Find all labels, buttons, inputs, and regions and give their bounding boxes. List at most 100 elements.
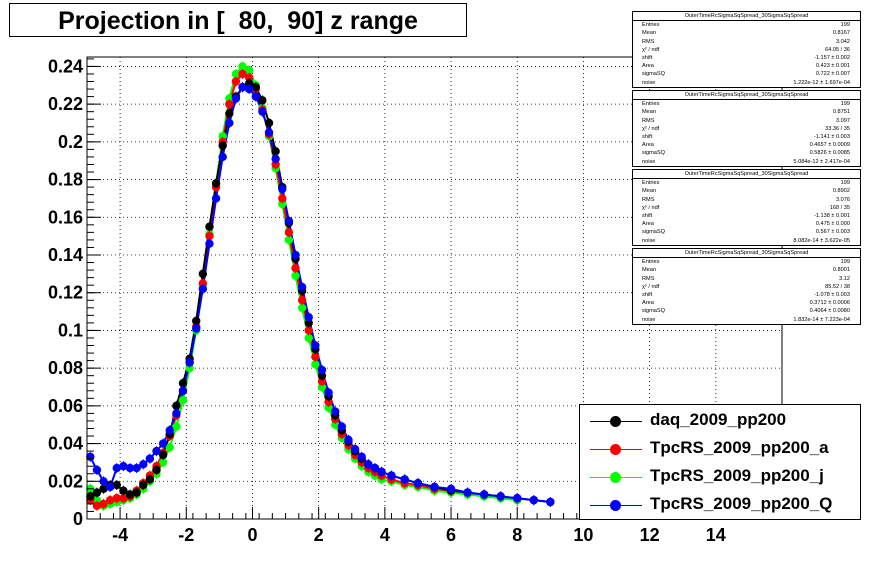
y-tick-label: 0.06: [48, 396, 83, 416]
y-tick-label: 0.22: [48, 94, 83, 114]
data-point-Q: [158, 439, 168, 448]
stats-value: 1.222e-12 ± 1.697e-04: [793, 79, 850, 86]
stats-box: OuterTimeRcSigmaSqSpread_30SigmaSqSpread…: [632, 11, 861, 88]
stats-row: Entries 199: [633, 21, 860, 29]
data-point-a: [284, 228, 294, 237]
data-point-daq: [225, 109, 234, 118]
stats-row: Area 0.475 ± 0.000: [633, 220, 860, 228]
stats-row: sigmaSQ 0.567 ± 0.003: [633, 228, 860, 236]
data-point-Q: [112, 463, 121, 473]
stats-key: Mean: [642, 188, 656, 195]
legend-label: TpcRS_2009_pp200_a: [650, 438, 829, 457]
stats-value: -1.138 ± 0.001: [813, 213, 850, 220]
data-point-daq: [119, 486, 128, 495]
data-point-a: [278, 194, 287, 203]
data-point-Q: [377, 467, 386, 477]
data-point-j: [291, 271, 300, 280]
data-point-Q: [271, 154, 280, 164]
stats-row: shift -1.138 ± 0.001: [633, 212, 860, 220]
stats-row: Mean 0.8902: [633, 187, 860, 195]
data-point-daq: [251, 82, 260, 92]
x-tick-label: 6: [446, 525, 456, 545]
stats-key: Entries: [642, 101, 660, 108]
y-tick-labels: 0 0.02 0.04 0.06 0.08 0.1 0.12 0.14 0.16 0.18 0.2 0…: [48, 56, 83, 529]
data-point-Q: [119, 462, 128, 471]
stats-key: shift: [642, 134, 653, 141]
data-point-Q: [496, 492, 505, 501]
legend-entry-j: TpcRS_2009_pp200_j: [580, 463, 860, 491]
data-point-j: [172, 422, 181, 431]
y-tick-label: 0: [73, 509, 83, 529]
y-tick-label: 0.18: [48, 170, 83, 190]
y-tick-label: 0.2: [58, 132, 83, 152]
data-point-Q: [139, 460, 148, 469]
plot-title: Projection in [ 80, 90] z range: [9, 3, 467, 37]
stats-row: shift -1.157 ± 0.002: [633, 54, 860, 62]
data-point-Q: [291, 250, 300, 260]
data-point-Q: [238, 82, 247, 92]
stats-row: RMS 3.076: [633, 196, 860, 204]
data-point-Q: [178, 386, 188, 395]
stats-key: sigmaSQ: [642, 71, 666, 78]
stats-value: 3.12: [839, 275, 850, 282]
data-point-j: [284, 235, 294, 245]
stats-row: Mean 0.8167: [633, 29, 860, 37]
data-point-a: [297, 296, 307, 305]
x-tick-label: 12: [640, 525, 660, 545]
stats-value: 85.52 / 38: [825, 283, 850, 290]
data-point-Q: [324, 388, 333, 397]
stats-key: χ² / ndf: [642, 283, 660, 290]
stats-row: Entries 199: [633, 100, 860, 108]
stats-key: RMS: [642, 275, 655, 282]
data-point-Q: [99, 477, 108, 486]
stats-value: 199: [840, 22, 850, 29]
data-point-j: [231, 69, 241, 79]
data-point-Q: [132, 463, 141, 473]
data-point-j: [158, 458, 168, 467]
data-point-Q: [172, 409, 181, 418]
data-point-Q: [218, 152, 227, 162]
stats-row: Mean 0.8751: [633, 108, 860, 116]
y-tick-label: 0.14: [48, 245, 83, 265]
data-point-Q: [145, 454, 155, 463]
legend-entry-Q: TpcRS_2009_pp200_Q: [580, 491, 860, 519]
stats-key: Area: [642, 142, 654, 149]
stats-row: Area 0.3712 ± 0.0006: [633, 299, 860, 307]
stats-key: shift: [642, 55, 653, 62]
legend-marker: [610, 472, 621, 483]
stats-value: 0.567 ± 0.003: [815, 229, 850, 236]
data-point-Q: [278, 184, 287, 194]
data-point-Q: [105, 482, 115, 492]
data-point-Q: [400, 475, 409, 484]
stats-key: RMS: [642, 196, 655, 203]
y-tick-label: 0.24: [48, 56, 83, 76]
stats-row: RMS 3.097: [633, 117, 860, 125]
stats-value: 0.5826 ± 0.0085: [809, 150, 850, 157]
y-tick-label: 0.02: [48, 471, 83, 491]
legend-entry-daq: daq_2009_pp200: [580, 407, 860, 435]
data-point-a: [311, 352, 320, 362]
data-point-Q: [529, 495, 538, 505]
stats-value: -1.078 ± 0.003: [813, 292, 850, 299]
data-point-j: [165, 443, 174, 452]
data-points: [86, 61, 555, 511]
data-point-Q: [304, 313, 313, 322]
stats-row: χ² / ndf 33.36 / 35: [633, 125, 860, 133]
stats-key: χ² / ndf: [642, 125, 660, 132]
data-point-j: [304, 333, 313, 343]
stats-value: -1.141 ± 0.003: [813, 134, 850, 141]
stats-row: noise 8.082e-14 ± 3.622e-05: [633, 237, 860, 245]
data-point-daq: [211, 179, 221, 188]
stats-key: RMS: [642, 38, 655, 45]
x-tick-labels: -4 -2 0 2 4 6 8 10 12 14: [112, 525, 726, 545]
stats-row: χ² / ndf 168 / 35: [633, 204, 860, 212]
data-point-Q: [198, 284, 208, 294]
stats-key: shift: [642, 213, 653, 220]
stats-key: Mean: [642, 267, 656, 274]
stats-value: 64.05 / 36: [825, 46, 850, 53]
stats-value: 33.36 / 35: [825, 125, 850, 132]
legend: daq_2009_pp200 TpcRS_2009_pp200_a TpcRS_20…: [579, 404, 861, 520]
legend-marker: [610, 444, 621, 455]
stats-key: RMS: [642, 117, 655, 124]
y-tick-label: 0.04: [48, 434, 83, 454]
